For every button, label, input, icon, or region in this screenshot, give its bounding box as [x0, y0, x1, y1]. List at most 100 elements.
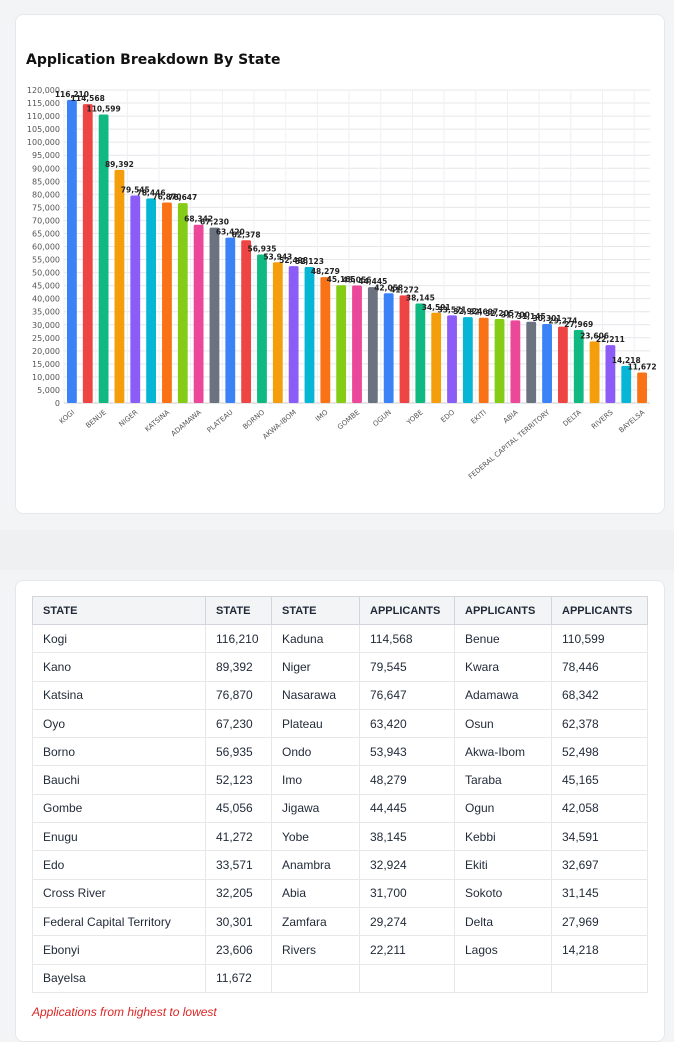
table-cell: Borno [32, 737, 206, 767]
table-cell: 76,647 [359, 680, 455, 710]
bar [225, 237, 236, 403]
table-cell: 30,301 [205, 906, 272, 937]
bar [621, 365, 632, 403]
table-cell: Kano [32, 652, 206, 682]
table-cell: 32,205 [205, 878, 272, 908]
x-tick-label: BORNO [241, 408, 266, 431]
data-label: 45,056 [343, 275, 372, 284]
data-label: 53,943 [263, 252, 292, 261]
x-tick-label: GOMBE [336, 408, 361, 431]
y-tick-label: 20,000 [32, 347, 60, 356]
table-cell: Katsina [32, 680, 206, 710]
data-label: 89,392 [105, 160, 134, 169]
bar [589, 341, 600, 403]
x-tick-label: KOGI [58, 408, 76, 425]
bar-chart: 0 5,000 10,000 15,000 20,000 25,000 30,000 35,0… [27, 86, 657, 481]
bar [557, 326, 568, 403]
table-cell: 44,445 [359, 793, 455, 824]
y-tick-label: 100,000 [27, 138, 60, 147]
table-cell: 68,342 [551, 680, 648, 710]
table-row: Bayelsa 11,672 [32, 963, 648, 993]
y-tick-label: 75,000 [32, 203, 60, 212]
data-label: 31,145 [517, 312, 546, 321]
table-cell: 14,218 [551, 935, 648, 965]
data-label: 32,697 [469, 308, 498, 317]
bar [304, 267, 315, 403]
bar [193, 224, 204, 403]
y-tick-label: 90,000 [32, 164, 60, 173]
y-tick-label: 40,000 [32, 295, 60, 304]
data-label: 14,218 [612, 356, 641, 365]
table-cell: Plateau [271, 708, 360, 739]
data-label: 67,230 [200, 218, 229, 227]
table-cell [359, 963, 455, 993]
table-cell: Adamawa [454, 680, 552, 710]
x-tick-label: EDO [439, 408, 456, 424]
table-cell: 22,211 [359, 935, 455, 965]
table-cell: 27,969 [551, 906, 648, 937]
x-tick-label: KATSINA [143, 408, 171, 433]
table-cell: Delta [454, 906, 552, 937]
table-cell: 116,210 [205, 623, 272, 654]
y-tick-label: 35,000 [32, 308, 60, 317]
table-cell: 48,279 [359, 765, 455, 795]
table-cell: 63,420 [359, 708, 455, 739]
table-cell: 38,145 [359, 822, 455, 852]
table-cell: 52,123 [205, 765, 272, 795]
y-tick-label: 120,000 [27, 86, 60, 95]
bar [526, 321, 537, 403]
data-label: 110,599 [87, 105, 121, 114]
column-header: APPLICANTS [359, 596, 455, 625]
table-cell: Cross River [32, 878, 206, 908]
bar [605, 345, 616, 403]
data-label: 34,591 [422, 303, 451, 312]
table-cell: 79,545 [359, 652, 455, 682]
data-label: 62,378 [232, 230, 261, 239]
x-tick-label: DELTA [562, 408, 584, 428]
x-tick-label: OGUN [372, 408, 393, 428]
table-cell: Jigawa [271, 793, 360, 824]
bar [367, 287, 378, 403]
bar [209, 227, 220, 403]
data-label: 23,606 [580, 331, 609, 340]
table-row: Edo 33,571 Anambra 32,924 Ekiti 32,697 [32, 850, 648, 880]
table-cell: 67,230 [205, 708, 272, 739]
y-tick-label: 60,000 [32, 243, 60, 252]
sort-note: Applications from highest to lowest [32, 1005, 217, 1019]
x-tick-label: BENUE [84, 408, 108, 430]
data-label: 76,870 [152, 192, 181, 201]
table-cell: 114,568 [359, 623, 455, 654]
table-cell: 42,058 [551, 793, 648, 824]
table-cell: 41,272 [205, 822, 272, 852]
bar [336, 285, 347, 403]
table-cell: 29,274 [359, 906, 455, 937]
y-tick-label: 25,000 [32, 334, 60, 343]
table-cell: Imo [271, 765, 360, 795]
table-row: Enugu 41,272 Yobe 38,145 Kebbi 34,591 [32, 822, 648, 852]
table-cell: 23,606 [205, 935, 272, 965]
data-label: 44,445 [358, 277, 387, 286]
table-cell: Oyo [32, 708, 206, 739]
table-cell [454, 963, 552, 993]
table-cell: Ondo [271, 737, 360, 767]
table-cell: 32,697 [551, 850, 648, 880]
table-cell: Ekiti [454, 850, 552, 880]
column-header: APPLICANTS [454, 596, 552, 625]
bar [146, 198, 157, 403]
bar [98, 114, 109, 404]
bar [288, 266, 299, 403]
data-label: 32,924 [453, 307, 482, 316]
table-cell: Enugu [32, 822, 206, 852]
bar [241, 240, 252, 403]
applicants-table: STATE STATE STATE APPLICANTS APPLICANTS … [32, 596, 648, 993]
bar [67, 99, 77, 403]
table-cell: Gombe [32, 793, 206, 824]
column-header: STATE [205, 596, 272, 625]
bar [257, 254, 267, 403]
data-label: 22,211 [596, 335, 625, 344]
x-tick-label: BAYELSA [617, 408, 646, 434]
section-divider [0, 530, 674, 570]
y-tick-label: 30,000 [32, 321, 60, 330]
data-label: 78,446 [137, 188, 166, 197]
data-label: 42,058 [374, 283, 403, 292]
